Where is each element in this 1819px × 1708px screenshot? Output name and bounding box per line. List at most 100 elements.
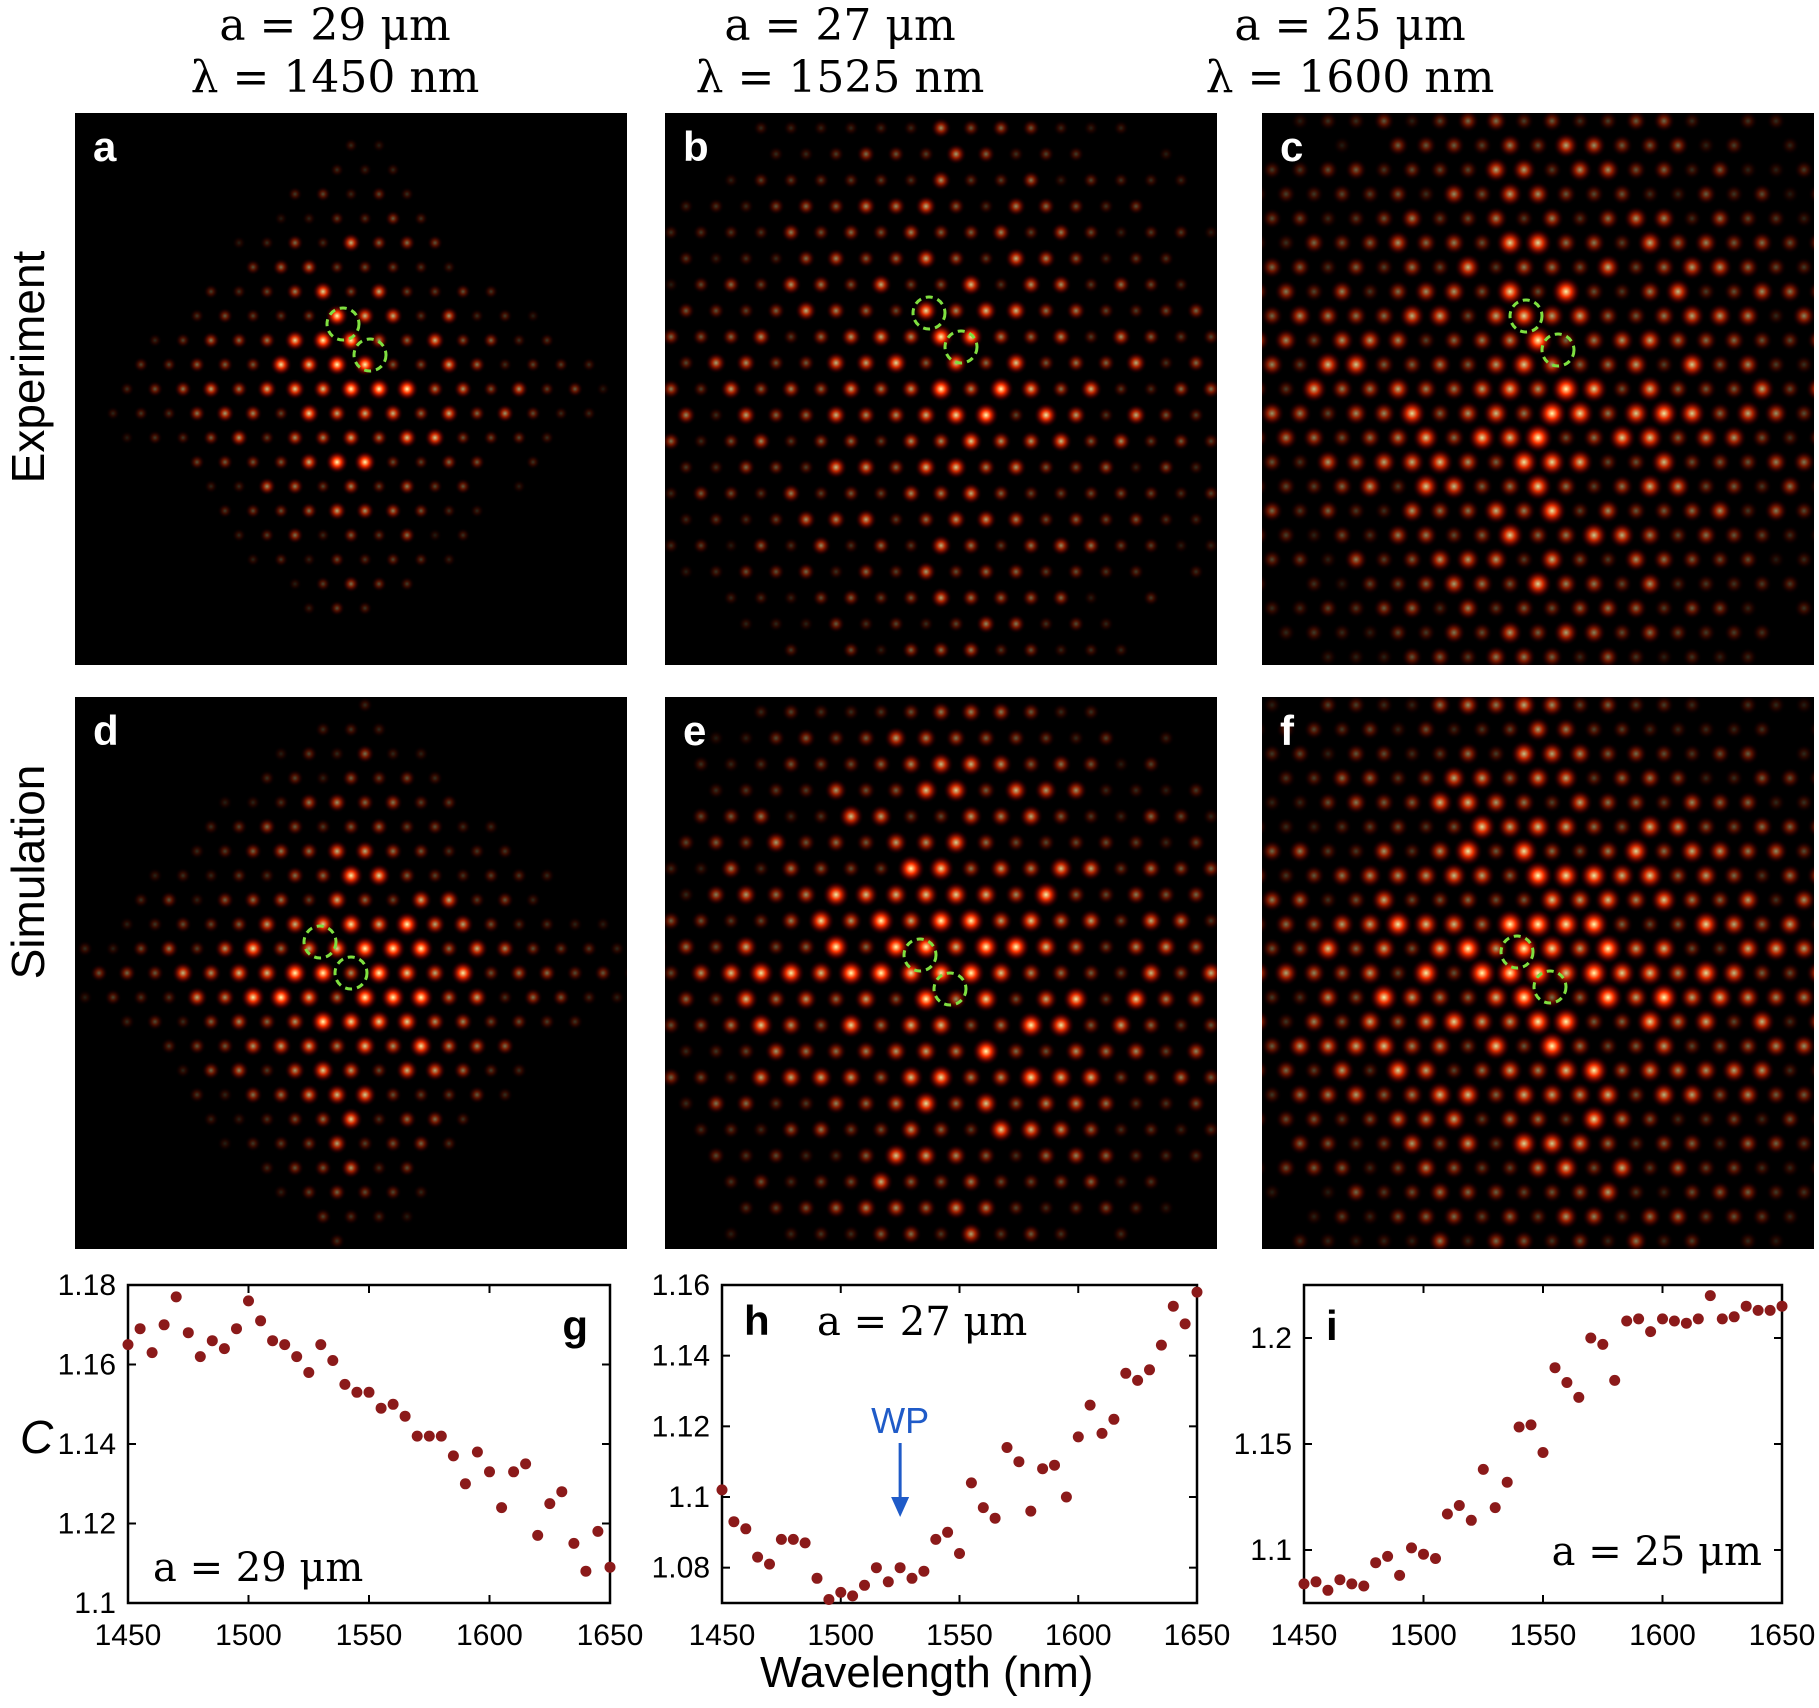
- intensity-spot: [1638, 766, 1662, 791]
- intensity-spot: [76, 940, 94, 957]
- intensity-spot: [1317, 697, 1339, 716]
- intensity-spot: [174, 867, 192, 884]
- intensity-spot: [1262, 255, 1284, 279]
- intensity-spot: [810, 274, 832, 295]
- intensity-spot: [1302, 231, 1326, 255]
- intensity-spot: [1082, 328, 1100, 346]
- data-point: [1394, 1569, 1406, 1581]
- data-point: [1025, 1505, 1037, 1517]
- data-point: [580, 1565, 592, 1577]
- intensity-map: [665, 117, 1217, 661]
- y-tick-label: 1.1: [74, 1587, 116, 1620]
- intensity-spot: [1723, 280, 1745, 303]
- intensity-spot: [665, 1015, 681, 1036]
- intensity-spot: [201, 1012, 221, 1032]
- intensity-spot: [1402, 697, 1422, 715]
- intensity-spot: [1185, 936, 1207, 958]
- intensity-spot: [1794, 792, 1814, 813]
- intensity-spot: [1522, 957, 1554, 989]
- data-point: [1501, 1476, 1513, 1488]
- intensity-spot: [437, 888, 461, 912]
- intensity-spot: [284, 1059, 306, 1082]
- marker-circle: [902, 937, 938, 973]
- intensity-spot: [1202, 328, 1217, 346]
- intensity-spot: [943, 934, 969, 960]
- intensity-spot: [1095, 1092, 1117, 1115]
- intensity-spot: [751, 379, 771, 399]
- intensity-spot: [795, 1197, 817, 1218]
- intensity-spot: [764, 830, 788, 855]
- intensity-spot: [767, 510, 785, 529]
- intensity-spot: [382, 1035, 404, 1057]
- intensity-spot: [1050, 753, 1072, 775]
- intensity-spot: [357, 551, 373, 568]
- intensity-spot: [779, 1013, 803, 1037]
- intensity-spot: [1124, 403, 1148, 427]
- intensity-spot: [1441, 181, 1467, 207]
- intensity-spot: [310, 960, 336, 986]
- intensity-spot: [677, 250, 695, 267]
- intensity-spot: [356, 259, 374, 276]
- intensity-spot: [1736, 1131, 1760, 1156]
- intensity-spot: [942, 829, 970, 856]
- intensity-spot: [1706, 983, 1734, 1012]
- intensity-spot: [300, 891, 318, 909]
- intensity-spot: [423, 961, 447, 985]
- intensity-spot: [1541, 792, 1563, 813]
- intensity-spot: [1388, 719, 1408, 739]
- intensity-spot: [1736, 1034, 1760, 1058]
- intensity-spot: [766, 728, 786, 748]
- intensity-spot: [312, 280, 334, 303]
- intensity-spot: [1141, 1120, 1161, 1139]
- intensity-spot: [1262, 304, 1284, 328]
- intensity-spot: [707, 729, 725, 747]
- intensity-spot: [1735, 352, 1761, 377]
- intensity-spot: [808, 960, 834, 986]
- intensity-spot: [692, 224, 710, 241]
- intensity-spot: [1513, 549, 1535, 570]
- intensity-spot: [342, 283, 360, 300]
- intensity-spot: [973, 402, 999, 429]
- intensity-spot: [1635, 423, 1665, 452]
- intensity-spot: [171, 961, 195, 985]
- scatter-plot-h: 1450 1500 1550 1600 1650 1.08 1.1 1.12 1.14 1.16 h…: [652, 1269, 1231, 1652]
- intensity-spot: [1111, 274, 1131, 295]
- intensity-spot: [841, 588, 861, 608]
- intensity-spot: [412, 502, 430, 520]
- intensity-spot: [1664, 813, 1692, 840]
- intensity-spot: [1736, 742, 1760, 765]
- intensity-spot: [1482, 399, 1510, 428]
- intensity-spot: [229, 914, 249, 934]
- intensity-spot: [1497, 327, 1523, 353]
- x-tick-label: 1500: [215, 1619, 282, 1652]
- intensity-spot: [1343, 400, 1369, 426]
- intensity-spot: [1066, 249, 1086, 268]
- intensity-spot: [1677, 350, 1707, 379]
- intensity-spot: [340, 1059, 362, 1082]
- data-point: [1144, 1364, 1155, 1376]
- intensity-spot: [356, 1183, 374, 1202]
- intensity-spot: [931, 275, 951, 294]
- intensity-spot: [1513, 1181, 1535, 1203]
- intensity-spot: [399, 1208, 415, 1225]
- intensity-spot: [1808, 915, 1814, 934]
- intensity-spot: [1582, 1010, 1606, 1033]
- intensity-spot: [326, 987, 348, 1008]
- data-point: [315, 1339, 327, 1351]
- intensity-spot: [1694, 523, 1718, 547]
- intensity-spot: [1552, 132, 1580, 159]
- intensity-spot: [175, 430, 191, 446]
- intensity-spot: [341, 817, 361, 837]
- intensity-spot: [1695, 1157, 1717, 1179]
- intensity-spot: [723, 537, 739, 554]
- intensity-spot: [1793, 1133, 1814, 1154]
- intensity-spot: [1766, 697, 1786, 715]
- data-point: [1585, 1332, 1597, 1344]
- intensity-spot: [1751, 524, 1773, 546]
- intensity-spot: [748, 1065, 774, 1090]
- intensity-spot: [1611, 1206, 1633, 1227]
- intensity-spot: [1414, 1205, 1438, 1228]
- intensity-spot: [870, 753, 892, 775]
- intensity-spot: [1780, 525, 1800, 545]
- intensity-spot: [737, 198, 755, 215]
